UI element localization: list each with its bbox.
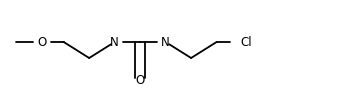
- Text: O: O: [37, 36, 47, 48]
- Text: Cl: Cl: [240, 36, 252, 48]
- Text: O: O: [135, 74, 145, 86]
- Text: N: N: [110, 36, 119, 48]
- Text: N: N: [161, 36, 170, 48]
